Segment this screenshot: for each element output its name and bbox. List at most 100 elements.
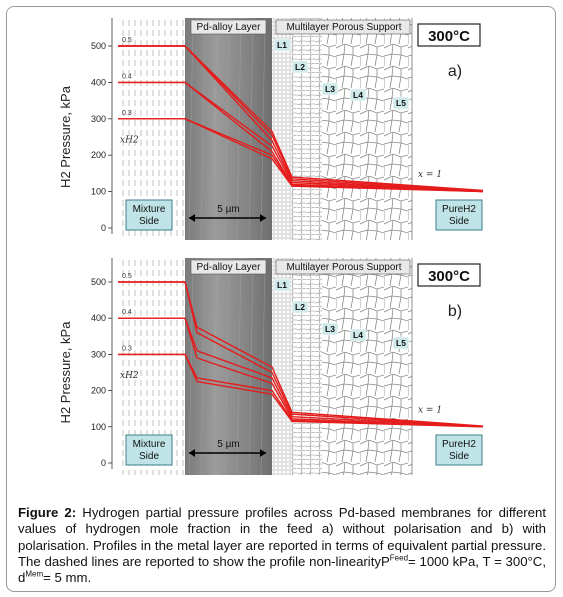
pure-side-label-2: Side — [449, 451, 469, 462]
pure-side-box — [435, 199, 483, 231]
feed-fraction-label: 0.5 — [122, 37, 132, 44]
pd-texture-line — [224, 257, 230, 476]
series-line — [118, 317, 484, 428]
caption-sup-mem: Mem — [25, 569, 44, 579]
caption-p: P — [381, 553, 390, 569]
pd-texture-line — [212, 257, 218, 476]
layer-label-bg — [321, 82, 339, 96]
pd-texture-line — [200, 17, 206, 241]
caption-label: Figure 2: — [18, 505, 77, 520]
layer-label-l1: L1 — [277, 40, 287, 50]
support-label-box — [275, 259, 411, 275]
series-line — [118, 353, 484, 428]
support-layer-l1 — [272, 18, 292, 240]
pure-fraction-label: x = 1 — [418, 405, 442, 415]
layer-label-l2: L2 — [295, 302, 305, 312]
temperature-label: 300°C — [428, 268, 470, 285]
y-tick-label: 0 — [101, 458, 106, 468]
support-layer-l3-l5 — [322, 18, 412, 240]
layer-label-bg — [349, 328, 367, 342]
layer-label-bg — [349, 88, 367, 102]
y-tick-label: 400 — [91, 77, 106, 87]
layer-label-bg — [291, 60, 309, 74]
temperature-box — [417, 263, 481, 287]
pd-layer-label-box — [190, 259, 267, 275]
series-line — [118, 281, 484, 428]
layer-label-bg — [273, 38, 291, 52]
mixture-fraction-symbol: xH2 — [120, 371, 139, 381]
layer-label-l1: L1 — [277, 280, 287, 290]
mixture-side-label-2: Side — [139, 451, 159, 462]
layer-label-l3: L3 — [325, 324, 335, 334]
y-tick-label: 200 — [91, 386, 106, 396]
y-tick-label: 400 — [91, 313, 106, 323]
mixture-side-box — [125, 199, 173, 231]
pd-texture-line — [248, 17, 254, 241]
feed-fraction-label: 0.5 — [122, 273, 132, 280]
pd-texture-line — [248, 257, 254, 476]
series-line — [118, 45, 484, 192]
pure-side-box — [435, 434, 483, 466]
scale-bar-label: 5 µm — [217, 439, 239, 450]
pd-texture-line — [212, 17, 218, 241]
support-label: Multilayer Porous Support — [286, 22, 401, 33]
support-layer-l3-l5 — [322, 258, 412, 475]
caption-tail: = 1000 kPa, T = 300°C, d — [18, 553, 546, 586]
y-tick-label: 500 — [91, 41, 106, 51]
caption-end: = 5 mm. — [43, 570, 92, 586]
y-tick-label: 300 — [91, 114, 106, 124]
pure-side-label-1: PureH2 — [442, 204, 476, 215]
y-tick-label: 300 — [91, 349, 106, 359]
y-axis-label: H2 Pressure, kPa — [58, 85, 73, 188]
y-axis-label: H2 Pressure, kPa — [58, 321, 73, 424]
y-tick-label: 500 — [91, 277, 106, 287]
y-tick-label: 200 — [91, 150, 106, 160]
support-layer-l2 — [292, 258, 322, 475]
panel-a: 0 100 200 300 400 500 H2 Pressure, kPa Pd-alloy… — [58, 17, 484, 241]
pd-texture-line — [224, 17, 230, 241]
panel-label: a) — [448, 63, 462, 80]
layer-label-l5: L5 — [396, 98, 406, 108]
temperature-label: 300°C — [428, 28, 470, 45]
feed-fraction-label: 0.3 — [122, 110, 132, 117]
feed-fraction-label: 0.3 — [122, 345, 132, 352]
series-line — [118, 118, 484, 193]
panel-b: 0 100 200 300 400 500 H2 Pressure, kPa Pd-alloy… — [58, 257, 484, 476]
support-label-box — [275, 19, 411, 35]
layer-label-l5: L5 — [396, 338, 406, 348]
support-layer-l1 — [272, 258, 292, 475]
support-label: Multilayer Porous Support — [286, 262, 401, 273]
pure-side-label-1: PureH2 — [442, 439, 476, 450]
feed-fraction-label: 0.4 — [122, 309, 132, 316]
caption-sup-feed: Feed — [389, 553, 409, 563]
layer-label-l4: L4 — [353, 90, 363, 100]
scale-bar-label: 5 µm — [217, 204, 239, 215]
layer-label-bg — [392, 96, 410, 110]
mixture-side-label-1: Mixture — [133, 204, 166, 215]
pd-texture-line — [260, 17, 266, 241]
pd-layer-label: Pd-alloy Layer — [197, 22, 262, 33]
pd-texture-line — [260, 257, 266, 476]
pd-layer-label: Pd-alloy Layer — [197, 262, 262, 273]
layer-label-bg — [273, 278, 291, 292]
y-tick-label: 100 — [91, 422, 106, 432]
mixture-side-label-1: Mixture — [133, 439, 166, 450]
figure-caption: Figure 2: Hydrogen partial pressure prof… — [18, 505, 546, 586]
y-tick-label: 100 — [91, 187, 106, 197]
layer-label-l2: L2 — [295, 62, 305, 72]
y-tick-label: 0 — [101, 223, 106, 233]
caption-text: Hydrogen partial pressure profiles acros… — [18, 505, 546, 569]
layer-label-bg — [392, 336, 410, 350]
pure-side-label-2: Side — [449, 216, 469, 227]
layer-label-bg — [321, 322, 339, 336]
feed-fraction-label: 0.4 — [122, 73, 132, 80]
temperature-box — [417, 23, 481, 47]
pure-fraction-label: x = 1 — [418, 170, 442, 180]
panel-label: b) — [448, 303, 462, 320]
layer-label-l4: L4 — [353, 330, 363, 340]
support-layer-l2 — [292, 18, 322, 240]
mixture-side-label-2: Side — [139, 216, 159, 227]
pd-texture-line — [200, 257, 206, 476]
mixture-fraction-symbol: xH2 — [120, 135, 139, 145]
